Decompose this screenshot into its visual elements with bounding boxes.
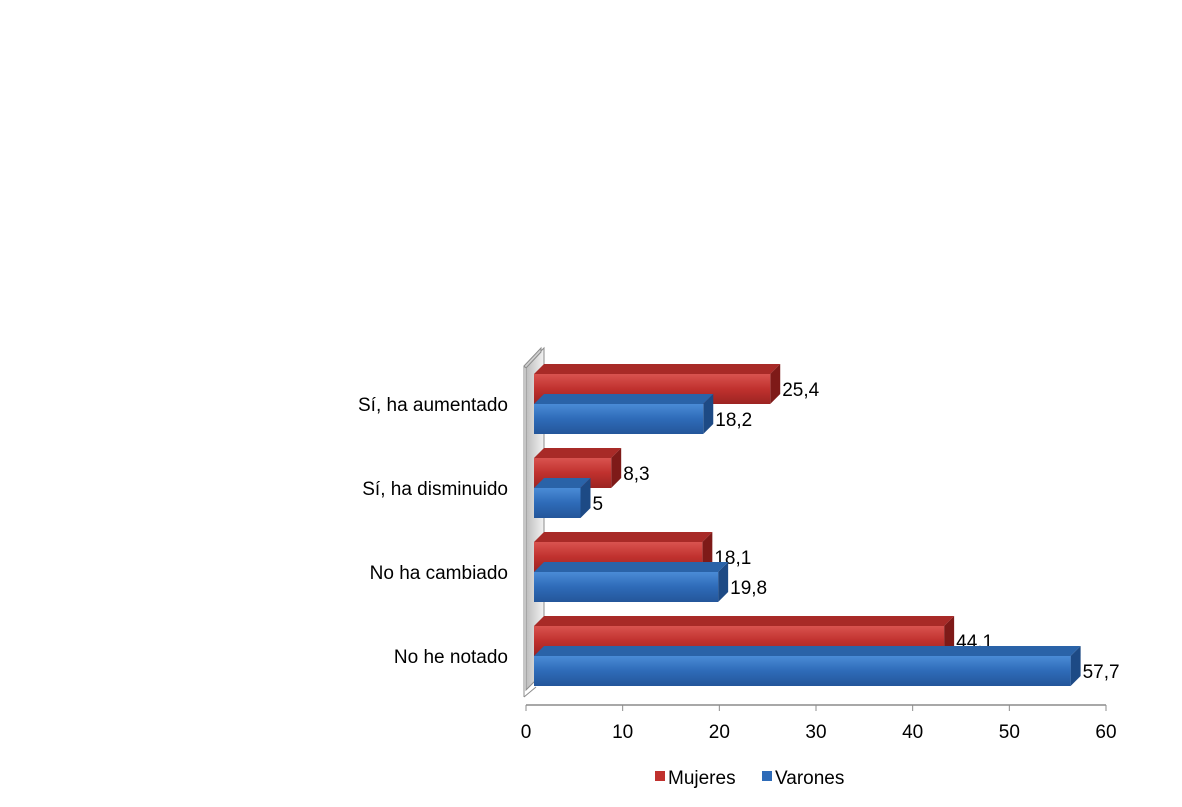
bar-varones-3 xyxy=(534,646,1081,686)
category-label-0: Sí, ha aumentado xyxy=(358,395,508,416)
bar-varones-1 xyxy=(534,478,591,518)
floor-edge xyxy=(523,686,537,698)
x-tick-label-50: 50 xyxy=(999,722,1020,743)
x-tick-label-10: 10 xyxy=(612,722,633,743)
legend-swatch-1 xyxy=(762,771,772,781)
bar-varones-2 xyxy=(534,562,729,602)
category-label-3: No he notado xyxy=(394,647,508,668)
x-tick-label-20: 20 xyxy=(709,722,730,743)
data-label-varones-0: 18,2 xyxy=(715,410,752,431)
bar-varones-0 xyxy=(534,394,714,434)
category-label-1: Sí, ha disminuido xyxy=(362,479,508,500)
legend-label-0: Mujeres xyxy=(668,768,736,789)
data-label-mujeres-1: 8,3 xyxy=(623,464,649,485)
x-tick-label-40: 40 xyxy=(902,722,923,743)
x-tick-label-30: 30 xyxy=(805,722,826,743)
x-tick-label-0: 0 xyxy=(521,722,532,743)
x-tick-label-60: 60 xyxy=(1095,722,1116,743)
category-label-2: No ha cambiado xyxy=(370,563,508,584)
data-label-varones-2: 19,8 xyxy=(730,578,767,599)
data-label-mujeres-0: 25,4 xyxy=(782,380,819,401)
data-label-varones-3: 57,7 xyxy=(1083,662,1120,683)
legend-label-1: Varones xyxy=(775,768,844,789)
legend-swatch-0 xyxy=(655,771,665,781)
back-wall-top xyxy=(523,346,542,369)
data-label-varones-1: 5 xyxy=(593,494,604,515)
